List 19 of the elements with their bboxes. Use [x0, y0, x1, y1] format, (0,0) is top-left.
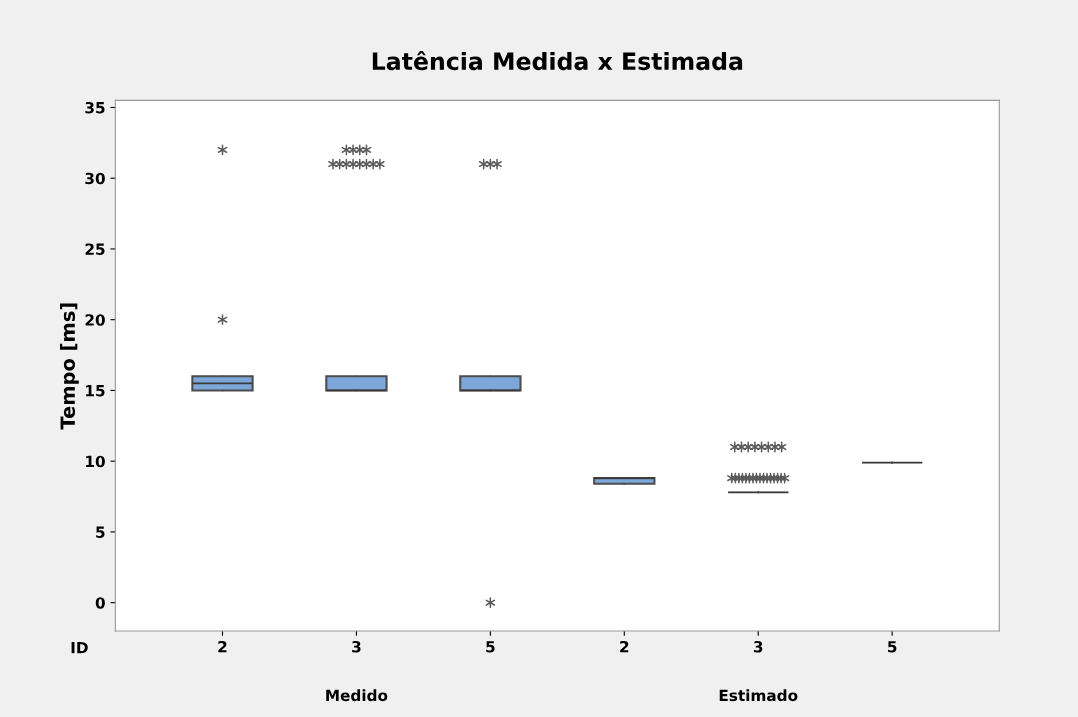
x-tick-label: 5	[888, 641, 897, 653]
y-tick-label: 25	[85, 243, 105, 255]
y-axis-title: Tempo [ms]	[59, 303, 79, 430]
y-tick-label: 10	[86, 455, 105, 468]
x-tick-label: 3	[753, 640, 763, 653]
text: Medido	[326, 689, 388, 702]
x-tick-label: 2	[620, 640, 629, 653]
chart-title: Latência Medida x Estimada	[372, 50, 743, 71]
y-tick-label: 35	[85, 101, 105, 114]
x-tick-label: 3	[352, 640, 361, 653]
x-tick-label: 2	[218, 640, 227, 653]
y-tick-label: 0	[95, 597, 105, 609]
y-tick-label: 20	[85, 314, 105, 326]
y-tick-label: 5	[96, 526, 105, 538]
y-tick-label: 30	[85, 172, 105, 185]
text: Estimado	[719, 689, 798, 702]
y-tick-label: 15	[86, 385, 105, 397]
text: ID	[71, 642, 88, 654]
x-tick-label: 5	[486, 641, 495, 653]
